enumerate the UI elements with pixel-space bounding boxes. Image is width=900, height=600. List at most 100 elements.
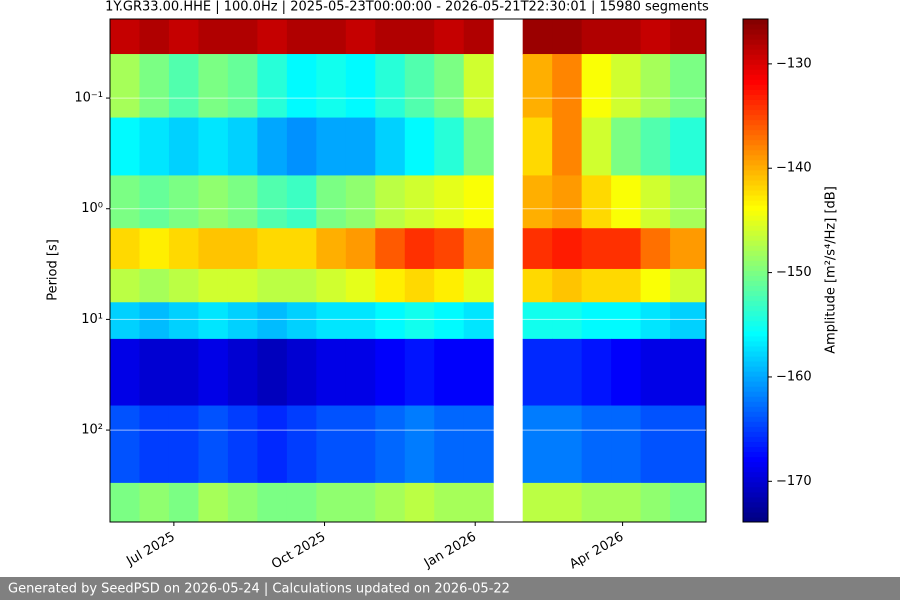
colorbar-segment: [743, 431, 768, 437]
psd-cell: [375, 228, 406, 270]
colorbar-segment: [743, 436, 768, 443]
x-tick-label: Apr 2026: [567, 530, 626, 573]
colorbar-segment: [743, 84, 768, 90]
psd-cell: [463, 175, 494, 229]
colorbar-segment: [743, 260, 768, 266]
psd-cell: [286, 268, 317, 303]
psd-cell: [257, 405, 288, 484]
colorbar-segment: [743, 305, 768, 312]
colorbar-segment: [743, 350, 768, 357]
colorbar-segment: [743, 240, 768, 246]
psd-cell: [640, 268, 671, 303]
psd-cell: [404, 268, 435, 303]
psd-cell: [345, 117, 376, 176]
colorbar-segment: [743, 164, 768, 171]
psd-cell: [640, 117, 671, 176]
psd-cell: [522, 117, 553, 176]
psd-cell: [434, 482, 465, 523]
psd-cell: [640, 302, 671, 340]
psd-cell: [227, 338, 258, 407]
colorbar-segment: [743, 230, 768, 236]
chart-title: 1Y.GR33.00.HHE | 100.0Hz | 2025-05-23T00…: [105, 0, 709, 15]
psd-cell: [463, 302, 494, 340]
colorbar-segment: [743, 421, 768, 427]
psd-cell: [611, 175, 642, 229]
colorbar-segment: [743, 159, 768, 166]
colorbar-segment: [743, 29, 768, 35]
psd-cell: [316, 19, 347, 55]
psd-cell: [640, 175, 671, 229]
psd-cell: [640, 482, 671, 523]
psd-cell: [139, 482, 170, 523]
colorbar-segment: [743, 24, 768, 30]
colorbar-segment: [743, 361, 768, 367]
psd-cell: [581, 19, 612, 55]
colorbar-segment: [743, 335, 768, 342]
colorbar-segment: [743, 511, 768, 518]
psd-cell: [168, 405, 199, 484]
psd-cell: [110, 117, 140, 176]
psd-cell: [611, 54, 642, 119]
psd-cell: [198, 54, 229, 119]
colorbar-segment: [743, 366, 768, 372]
psd-cell: [227, 175, 258, 229]
colorbar-segment: [743, 391, 768, 397]
colorbar-segment: [743, 446, 768, 453]
psd-cell: [581, 302, 612, 340]
psd-cell: [611, 482, 642, 523]
colorbar-segment: [743, 486, 768, 493]
colorbar-tick-label: −160: [776, 369, 812, 384]
psd-cell: [375, 54, 406, 119]
colorbar-segment: [743, 74, 768, 80]
psd-cell: [463, 19, 494, 55]
psd-cell: [670, 482, 707, 523]
colorbar-segment: [743, 310, 768, 317]
colorbar-segment: [743, 174, 768, 181]
colorbar-segment: [743, 104, 768, 111]
psd-cell: [110, 302, 140, 340]
psd-cell: [257, 54, 288, 119]
psd-cell: [227, 482, 258, 523]
colorbar-segment: [743, 345, 768, 352]
colorbar-segment: [743, 34, 768, 40]
footer-bar: [0, 577, 900, 600]
psd-cell: [434, 54, 465, 119]
psd-cell: [198, 338, 229, 407]
psd-cell: [640, 405, 671, 484]
psd-cell: [345, 338, 376, 407]
colorbar-segment: [743, 401, 768, 407]
colorbar-segment: [743, 184, 768, 191]
psd-cell: [257, 117, 288, 176]
psd-cell: [110, 19, 140, 55]
psd-cell: [670, 117, 707, 176]
colorbar-segment: [743, 220, 768, 226]
psd-cell: [434, 175, 465, 229]
colorbar-segment: [743, 476, 768, 483]
colorbar-segment: [743, 245, 768, 251]
psd-cell: [581, 405, 612, 484]
psd-cell: [552, 228, 583, 270]
psd-cell: [611, 405, 642, 484]
colorbar-segment: [743, 290, 768, 297]
colorbar-segment: [743, 406, 768, 412]
psd-cell: [611, 117, 642, 176]
colorbar-segment: [743, 124, 768, 131]
psd-cell: [168, 54, 199, 119]
psd-cell: [581, 268, 612, 303]
psd-cell: [670, 302, 707, 340]
x-tick-label: Jan 2026: [421, 530, 479, 572]
psd-cell: [198, 175, 229, 229]
colorbar-segment: [743, 54, 768, 60]
psd-cell: [463, 338, 494, 407]
colorbar-tick-label: −130: [776, 56, 812, 71]
psd-cell: [611, 228, 642, 270]
colorbar-segment: [743, 396, 768, 402]
psd-cell: [139, 302, 170, 340]
colorbar-segment: [743, 516, 768, 523]
psd-cell: [316, 54, 347, 119]
psd-cell: [257, 19, 288, 55]
psd-cell: [434, 117, 465, 176]
psd-cell: [139, 405, 170, 484]
colorbar-segment: [743, 456, 768, 463]
psd-cell: [110, 405, 140, 484]
